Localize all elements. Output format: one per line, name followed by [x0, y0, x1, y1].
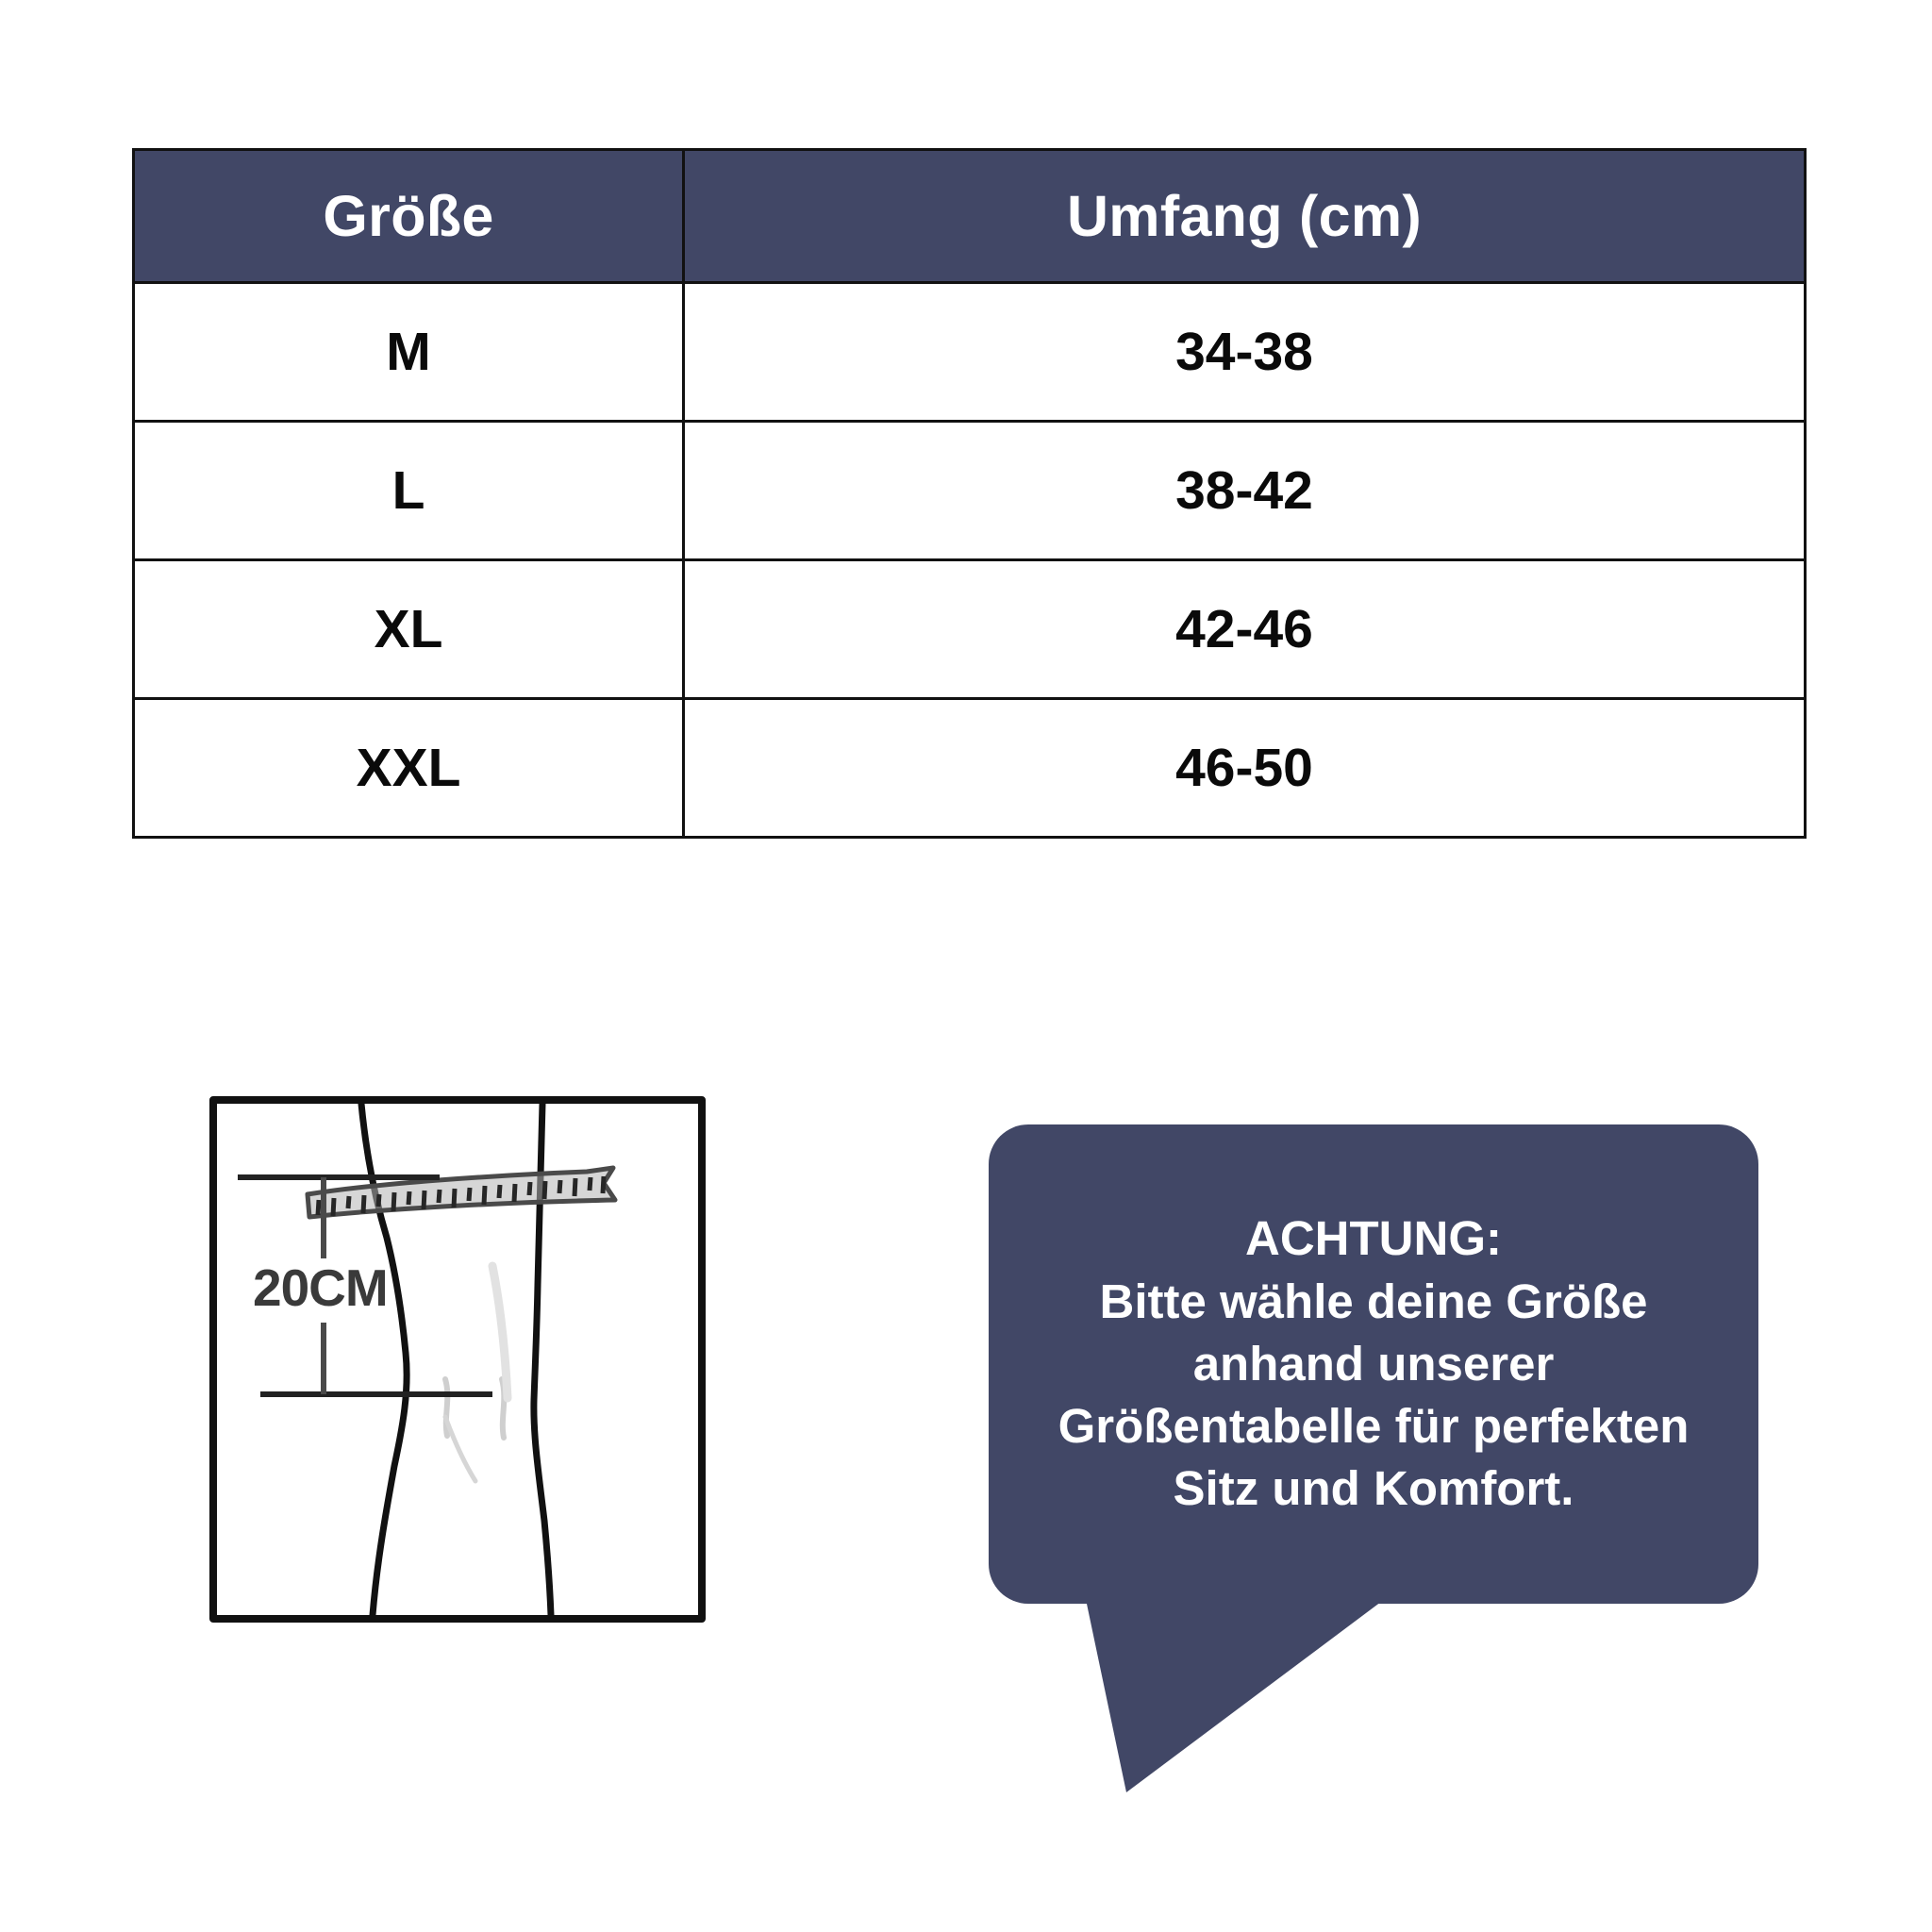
- column-header-size: Größe: [132, 148, 685, 284]
- knee-contour-hint: [442, 1376, 451, 1439]
- table-row: XL 42-46: [132, 558, 1807, 700]
- callout-tail-icon: [1079, 1568, 1426, 1792]
- table-header-row: Größe Umfang (cm): [132, 148, 1807, 284]
- leg-diagram-icon: 20CM: [209, 1096, 706, 1623]
- cell-circumference: 38-42: [682, 420, 1807, 561]
- cell-size: XL: [132, 558, 685, 700]
- dimension-label-20cm: 20CM: [253, 1258, 388, 1317]
- callout-message: ACHTUNG: Bitte wähle deine Größe anhand …: [1058, 1211, 1690, 1516]
- callout-bubble: ACHTUNG: Bitte wähle deine Größe anhand …: [989, 1124, 1758, 1604]
- callout-tail-shape: [1079, 1568, 1426, 1792]
- size-chart-table: Größe Umfang (cm) M 34-38 L 38-42 XL 42-…: [132, 148, 1807, 839]
- table-row: L 38-42: [132, 420, 1807, 561]
- table-header: Größe Umfang (cm): [132, 148, 1807, 284]
- table-row: XXL 46-50: [132, 697, 1807, 839]
- warning-callout: ACHTUNG: Bitte wähle deine Größe anhand …: [989, 1124, 1758, 1792]
- measuring-tape: [305, 1165, 618, 1220]
- dimension-annotation: 20CM: [238, 1174, 492, 1397]
- cell-circumference: 34-38: [682, 281, 1807, 423]
- leg-measurement-illustration: 20CM: [209, 1096, 706, 1623]
- cell-size: L: [132, 420, 685, 561]
- table-row: M 34-38: [132, 281, 1807, 423]
- cell-size: XXL: [132, 697, 685, 839]
- table-body: M 34-38 L 38-42 XL 42-46 XXL 46-50: [132, 281, 1807, 839]
- leg-outline-right: [530, 1100, 555, 1619]
- thigh-highlight: [488, 1261, 512, 1403]
- cell-circumference: 42-46: [682, 558, 1807, 700]
- cell-size: M: [132, 281, 685, 423]
- cell-circumference: 46-50: [682, 697, 1807, 839]
- callout-tail: [1079, 1568, 1428, 1794]
- shin-contour-hint: [442, 1414, 478, 1484]
- tape-ticks: [315, 1175, 607, 1217]
- column-header-circumference: Umfang (cm): [682, 148, 1807, 284]
